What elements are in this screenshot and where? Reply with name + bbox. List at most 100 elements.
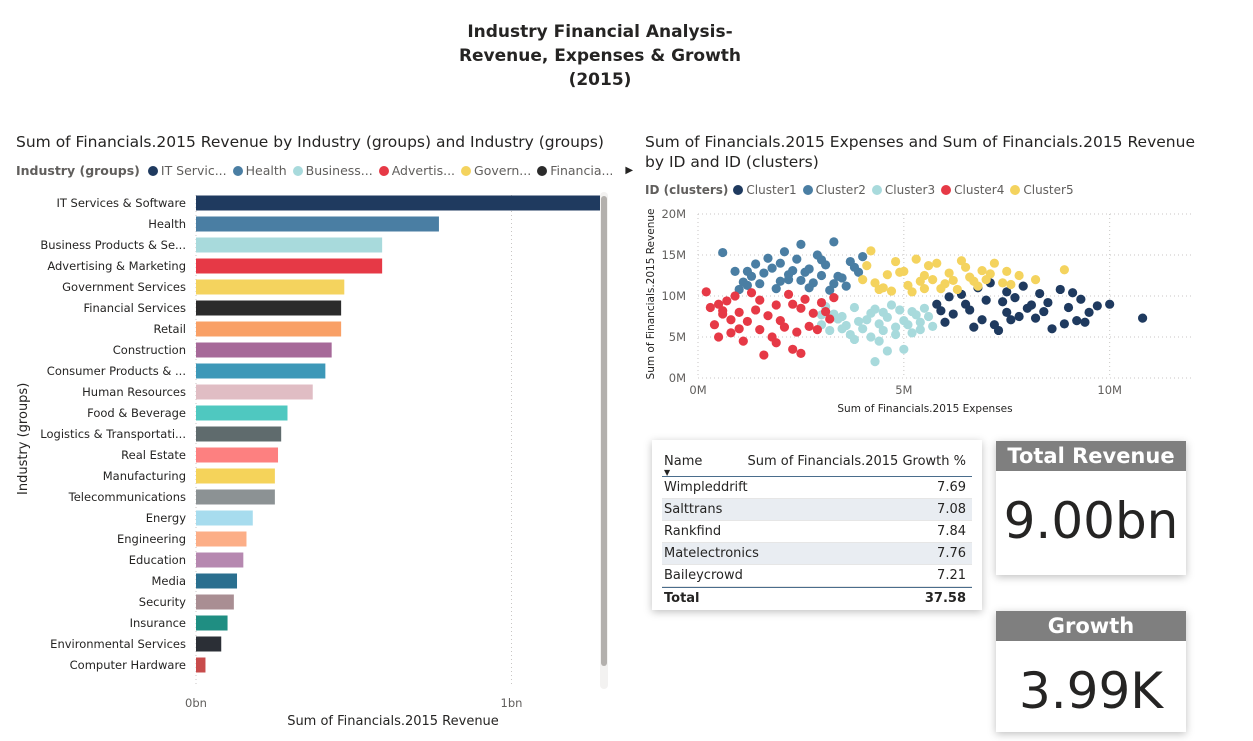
scatter-legend-item[interactable]: Cluster5 [1010, 183, 1074, 197]
scatter-point[interactable] [1002, 266, 1012, 276]
scatter-point[interactable] [738, 336, 748, 346]
scatter-point[interactable] [858, 324, 868, 334]
table-row[interactable]: Matelectronics 7.76 [662, 543, 972, 565]
scatter-point[interactable] [1043, 297, 1053, 308]
scatter-point[interactable] [928, 321, 938, 331]
bar-legend-item[interactable]: IT Servic... [147, 163, 227, 178]
scatter-point[interactable] [1006, 279, 1016, 290]
bar-legend-item[interactable]: Health [232, 163, 287, 178]
scatter-point[interactable] [891, 256, 901, 267]
scatter-point[interactable] [1055, 284, 1065, 295]
scatter-point[interactable] [713, 299, 724, 309]
scatter-point[interactable] [853, 267, 864, 277]
scatter-point[interactable] [928, 275, 938, 285]
scatter-point[interactable] [858, 252, 868, 262]
scatter-point[interactable] [841, 281, 851, 291]
bar[interactable] [196, 636, 222, 652]
scatter-point[interactable] [948, 309, 958, 319]
scatter-point[interactable] [713, 332, 724, 342]
scatter-point[interactable] [932, 258, 942, 268]
scatter-point[interactable] [709, 320, 720, 330]
scatter-point[interactable] [816, 255, 827, 265]
scatter-point[interactable] [977, 265, 987, 276]
scatter-point[interactable] [796, 275, 806, 286]
scatter-point[interactable] [874, 319, 884, 329]
scatter-point[interactable] [1039, 306, 1049, 317]
scatter-point[interactable] [1014, 270, 1024, 281]
scatter-point[interactable] [853, 316, 864, 327]
scatter-point[interactable] [771, 284, 781, 294]
scatter-point[interactable] [1063, 302, 1074, 313]
scatter-point[interactable] [936, 306, 946, 316]
scatter-point[interactable] [701, 287, 711, 297]
scatter-point[interactable] [812, 325, 822, 335]
bar[interactable] [196, 300, 342, 316]
bar[interactable] [196, 447, 279, 463]
scatter-point[interactable] [923, 261, 934, 271]
scatter-point[interactable] [796, 348, 806, 358]
scatter-point[interactable] [1030, 313, 1041, 323]
scatter-point[interactable] [833, 314, 843, 324]
scatter-point[interactable] [919, 284, 930, 294]
scatter-legend-item[interactable]: Cluster4 [941, 183, 1004, 197]
bar[interactable] [196, 468, 275, 484]
scatter-point[interactable] [705, 302, 715, 313]
scatter-point[interactable] [816, 270, 827, 281]
scatter-point[interactable] [775, 276, 785, 286]
scatter-point[interactable] [915, 317, 925, 327]
scatter-legend-item[interactable]: Cluster1 [733, 183, 797, 197]
bar-legend-item[interactable]: Business... [292, 163, 373, 178]
scatter-point[interactable] [804, 321, 814, 331]
bar[interactable] [196, 531, 247, 547]
scatter-point[interactable] [891, 329, 901, 340]
scatter-point[interactable] [1059, 265, 1069, 275]
scatter-point[interactable] [866, 246, 876, 256]
scatter-point[interactable] [796, 239, 806, 249]
bar[interactable] [196, 321, 342, 337]
scatter-point[interactable] [858, 275, 868, 285]
scatter-point[interactable] [734, 324, 744, 334]
table-row[interactable]: Rankfind 7.84 [662, 521, 972, 543]
scatter-point[interactable] [726, 328, 736, 338]
table-row[interactable]: Wimpleddrift 7.69 [662, 477, 972, 499]
table-row[interactable]: Baileycrowd 7.21 [662, 565, 972, 587]
scatter-point[interactable] [1047, 324, 1057, 334]
scatter-point[interactable] [862, 315, 872, 325]
scatter-point[interactable] [878, 325, 888, 336]
scatter-point[interactable] [1026, 300, 1037, 310]
bar[interactable] [196, 195, 600, 211]
scatter-point[interactable] [821, 306, 831, 317]
bar[interactable] [196, 279, 345, 295]
column-header-name[interactable]: Name ▼ [662, 454, 736, 477]
scatter-point[interactable] [730, 291, 740, 301]
scatter-legend-item[interactable]: Cluster2 [802, 183, 866, 197]
bar[interactable] [196, 216, 439, 232]
scatter-point[interactable] [816, 297, 827, 308]
scatter-point[interactable] [1035, 288, 1045, 299]
scatter-point[interactable] [833, 271, 843, 281]
scatter-point[interactable] [874, 336, 884, 346]
scatter-point[interactable] [825, 285, 835, 295]
scatter-point[interactable] [886, 286, 897, 296]
scatter-point[interactable] [800, 294, 810, 304]
scatter-point[interactable] [775, 258, 785, 268]
scatter-point[interactable] [1059, 319, 1069, 329]
scatter-point[interactable] [763, 253, 773, 263]
scatter-point[interactable] [944, 292, 954, 302]
scatter-point[interactable] [763, 311, 773, 321]
scatter-point[interactable] [718, 306, 728, 316]
scatter-point[interactable] [734, 307, 744, 317]
bar-legend-item[interactable]: Advertis... [378, 163, 455, 178]
table-row[interactable]: Salttrans 7.08 [662, 499, 972, 521]
bar-legend-item[interactable]: Financia... [537, 163, 613, 178]
bar[interactable] [196, 573, 238, 589]
scatter-point[interactable] [965, 305, 975, 315]
scatter-point[interactable] [808, 308, 818, 318]
scatter-point[interactable] [845, 256, 855, 267]
scatter-point[interactable] [746, 288, 757, 298]
bar[interactable] [196, 405, 288, 421]
bar[interactable] [196, 342, 332, 358]
scatter-point[interactable] [792, 327, 802, 337]
bar[interactable] [196, 552, 244, 568]
scatter-point[interactable] [907, 328, 917, 338]
